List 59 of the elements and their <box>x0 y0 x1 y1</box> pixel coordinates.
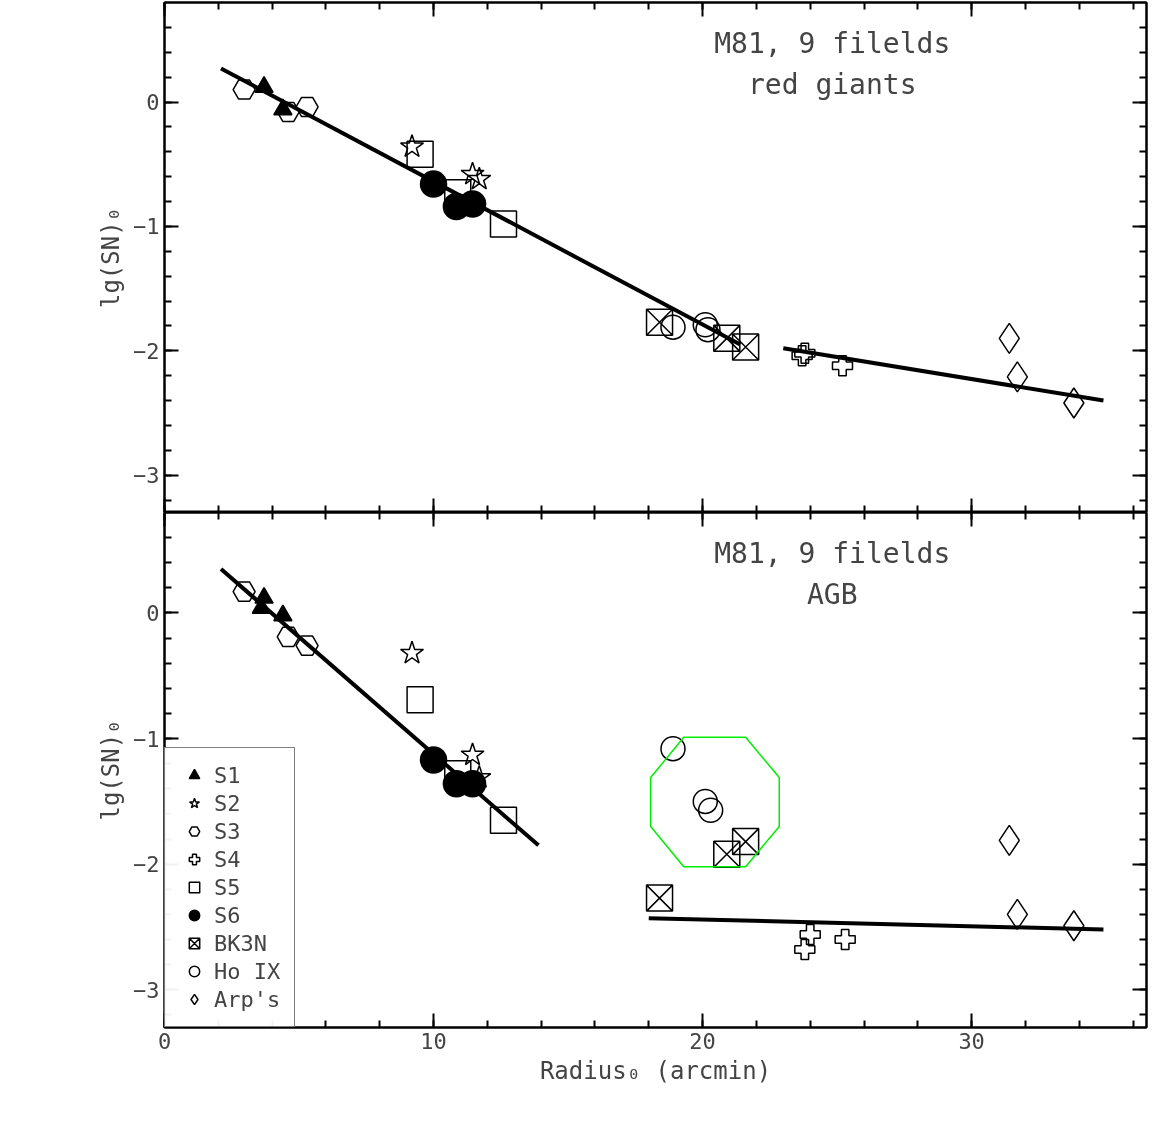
point <box>295 96 319 118</box>
annotation: AGB <box>806 578 858 612</box>
y-axis-title: lg(SN)₀ <box>97 719 126 821</box>
point <box>794 938 816 961</box>
point <box>489 806 518 834</box>
point <box>731 827 760 856</box>
point <box>460 161 485 185</box>
legend-label: Arp's <box>214 986 281 1012</box>
point <box>660 314 686 340</box>
point <box>645 308 674 336</box>
y-tick-label: 0 <box>146 600 160 626</box>
annotation: red giants <box>747 67 917 101</box>
point <box>697 797 724 823</box>
point <box>276 626 301 648</box>
point <box>695 316 721 343</box>
point <box>406 685 434 714</box>
legend-label: BK3N <box>214 930 267 956</box>
point <box>232 79 256 100</box>
y-axis-title: lg(SN)₀ <box>97 206 126 309</box>
annotation: M81, 9 filelds <box>714 537 951 571</box>
point <box>232 581 256 602</box>
point <box>467 166 492 190</box>
point <box>660 735 686 762</box>
x-tick-label: 10 <box>420 1028 447 1054</box>
x-axis-title: Radius₀ (arcmin) <box>539 1056 772 1085</box>
point <box>731 333 760 361</box>
point <box>831 354 854 377</box>
point <box>1006 361 1029 393</box>
point <box>295 635 319 656</box>
legend-label: S1 <box>214 762 241 788</box>
y-tick-label: −2 <box>133 338 160 364</box>
y-tick-label: −1 <box>133 726 160 752</box>
point <box>460 742 485 766</box>
x-tick-label: 20 <box>689 1028 716 1054</box>
point <box>713 324 741 353</box>
legend-label: S6 <box>214 902 241 928</box>
y-tick-label: −3 <box>133 977 160 1003</box>
point <box>692 311 719 338</box>
point <box>276 101 301 123</box>
y-tick-label: 0 <box>146 90 160 116</box>
legend-label: S3 <box>214 818 241 844</box>
annotation: M81, 9 filelds <box>714 26 951 60</box>
legend-label: S2 <box>214 790 241 816</box>
point <box>834 928 856 951</box>
point <box>713 840 741 868</box>
point <box>799 923 821 946</box>
point <box>399 134 425 158</box>
point <box>399 640 425 664</box>
point <box>645 884 674 912</box>
legend-label: Ho IX <box>214 958 281 984</box>
y-tick-label: −1 <box>133 214 160 240</box>
legend-label: S5 <box>214 874 241 900</box>
x-tick-label: 30 <box>958 1028 985 1054</box>
point <box>692 788 719 815</box>
point <box>406 140 434 169</box>
y-tick-label: −3 <box>133 463 160 489</box>
y-tick-label: −2 <box>133 852 160 878</box>
legend-label: S4 <box>214 846 241 872</box>
point <box>489 210 518 238</box>
